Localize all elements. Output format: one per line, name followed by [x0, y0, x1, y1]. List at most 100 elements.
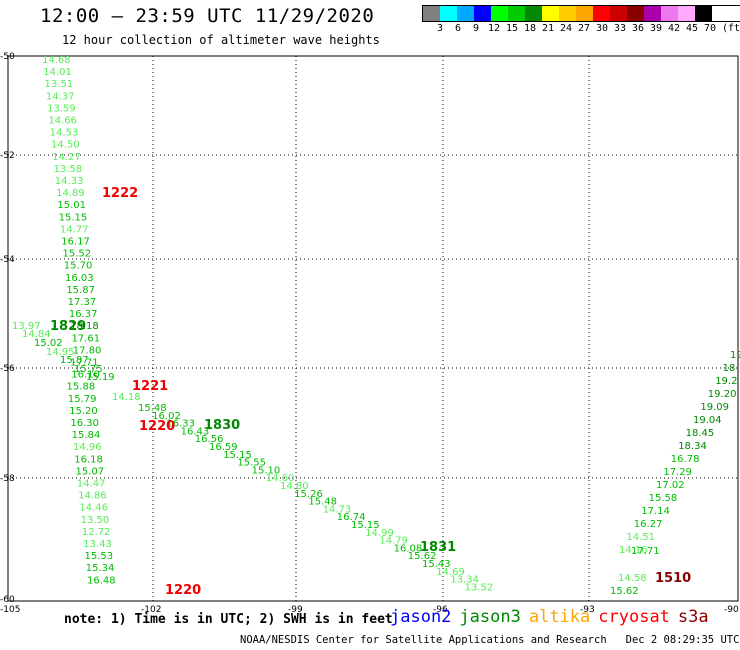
- legend-label: 15: [505, 23, 519, 34]
- swh-value: 17.29: [663, 467, 692, 478]
- pass-time-label: 1831: [420, 540, 456, 555]
- swh-value: 14.96: [73, 442, 102, 453]
- pass-time-label: 1221: [132, 379, 168, 394]
- satellite-jason3: jason3: [459, 607, 521, 627]
- legend-swatch: [627, 6, 644, 21]
- swh-value: 15.34: [86, 563, 115, 574]
- swh-value: 15.52: [62, 249, 91, 260]
- latitude-label: -50: [0, 52, 15, 62]
- swh-value: 14.95: [46, 347, 75, 358]
- legend-swatch: [644, 6, 661, 21]
- legend-label: 24: [559, 23, 573, 34]
- swh-value: 14.51: [626, 532, 655, 543]
- pass-time-label: 1220: [165, 583, 201, 598]
- timestamp-text: Dec 2 08:29:35 UTC 2020: [625, 634, 740, 646]
- swh-value: 15.15: [351, 520, 380, 531]
- swh-value: 13.52: [465, 582, 494, 593]
- latitude-label: -52: [0, 151, 15, 161]
- legend-label: 39: [649, 23, 663, 34]
- legend-label: 30: [595, 23, 609, 34]
- swh-value: 16.56: [195, 434, 224, 445]
- page-title: 12:00 – 23:59 UTC 11/29/2020: [40, 5, 375, 27]
- swh-value: 19.09: [700, 402, 729, 413]
- swh-value: 16.27: [634, 519, 663, 530]
- satellite-altika: altika: [528, 607, 591, 627]
- credit-text: NOAA/NESDIS Center for Satellite Applica…: [240, 634, 607, 646]
- swh-value: 15.75: [74, 364, 103, 375]
- swh-value: 16.30: [70, 418, 99, 429]
- swh-value: 13.58: [54, 164, 83, 175]
- swh-value: 18.18: [70, 321, 99, 332]
- swh-value: 19.2: [715, 376, 737, 387]
- swh-value: 13.34: [450, 575, 479, 586]
- swh-value: 14.86: [78, 491, 107, 502]
- legend-label: 70: [703, 23, 717, 34]
- legend-swatch: [491, 6, 508, 21]
- swh-value: 15.62: [408, 551, 437, 562]
- swh-value: 14.69: [436, 567, 465, 578]
- swh-value: 14.33: [55, 176, 84, 187]
- swh-value: 15.62: [610, 586, 639, 597]
- swh-value: 16.18: [74, 454, 103, 465]
- swh-value: 14.01: [43, 67, 72, 78]
- swh-value: 15.07: [76, 466, 105, 477]
- latitude-label: -60: [0, 595, 15, 605]
- swh-value: 16.33: [166, 419, 195, 430]
- pass-time-label: 1829: [50, 319, 86, 334]
- swh-value: 12.72: [82, 527, 111, 538]
- swh-value: 14.18: [112, 392, 141, 403]
- swh-value: 18.45: [686, 428, 715, 439]
- swh-value: 19.04: [693, 415, 722, 426]
- footer-note: note: 1) Time is in UTC; 2) SWH is in fe…: [64, 612, 393, 627]
- swh-value: 14.16: [619, 545, 648, 556]
- swh-value: 14.58: [618, 573, 647, 584]
- latitude-label: -58: [0, 474, 15, 484]
- swh-value: 15.26: [294, 489, 323, 500]
- legend-label: 42: [667, 23, 681, 34]
- legend-swatch: [559, 6, 576, 21]
- swh-value: 17.61: [71, 333, 100, 344]
- satellite-s3a: s3a: [677, 607, 709, 627]
- swh-value: 15.48: [308, 497, 337, 508]
- swh-value: 16.08: [394, 543, 423, 554]
- swh-value: 15.20: [69, 406, 98, 417]
- swh-value: 18: [723, 363, 736, 374]
- legend-label: 21: [541, 23, 555, 34]
- legend-swatch: [457, 6, 474, 21]
- latitude-label: -54: [0, 255, 15, 265]
- satellite-legend: jason2 jason3 altika cryosat s3a: [390, 607, 717, 627]
- legend-color-bar: [422, 5, 740, 22]
- satellite-jason2: jason2: [390, 607, 452, 627]
- swh-value: 15.70: [64, 261, 93, 272]
- swh-value: 15.55: [237, 458, 266, 469]
- swh-value: 14.27: [52, 152, 81, 163]
- swh-value: 17.71: [631, 546, 660, 557]
- swh-value: 17.37: [68, 297, 97, 308]
- swh-value: 15.53: [84, 551, 113, 562]
- legend-swatch: [610, 6, 627, 21]
- swh-value: 14.37: [46, 91, 75, 102]
- swh-value: 15.58: [649, 493, 678, 504]
- longitude-label: -90: [724, 605, 739, 615]
- swh-value: 14.53: [50, 128, 79, 139]
- swh-value: 14.47: [77, 479, 106, 490]
- page-subtitle: 12 hour collection of altimeter wave hei…: [62, 33, 380, 47]
- pass-time-label: 1220: [139, 419, 175, 434]
- swh-value: 15.87: [66, 285, 95, 296]
- legend-label: 18: [523, 23, 537, 34]
- legend-swatch: [695, 6, 712, 21]
- swh-value: 16.43: [181, 426, 210, 437]
- longitude-label: -93: [580, 605, 595, 615]
- legend-label: 6: [454, 23, 462, 34]
- swh-value: 16.74: [337, 512, 366, 523]
- swh-value: 15.48: [138, 403, 167, 414]
- swh-value: 16.17: [61, 237, 90, 248]
- swh-value: 17.14: [641, 506, 670, 517]
- swh-value: 15.88: [67, 382, 96, 393]
- map-frame: [7, 55, 739, 602]
- swh-value: 17.02: [656, 480, 685, 491]
- swh-value: 16.10: [71, 370, 100, 381]
- legend-swatch: [508, 6, 525, 21]
